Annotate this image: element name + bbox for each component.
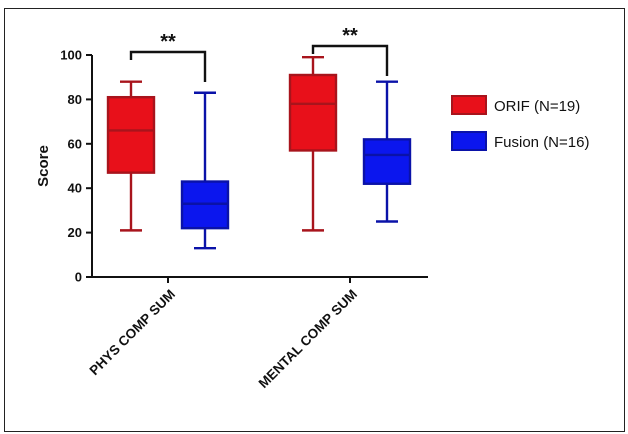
box-orif-1 (288, 56, 338, 232)
legend-label: ORIF (N=19) (494, 98, 580, 115)
box-fusion-1 (362, 80, 412, 223)
bracket-line (129, 50, 207, 82)
legend-swatch (451, 95, 487, 115)
significance-label: ** (160, 31, 176, 53)
y-tick-label: 40 (68, 181, 82, 196)
legend-item-fusion: Fusion (N=16) (451, 131, 589, 151)
y-tick-label: 20 (68, 225, 82, 240)
y-tick-label: 80 (68, 92, 82, 107)
legend-swatch (451, 131, 487, 151)
iqr-box (106, 95, 156, 174)
box-orif-0 (106, 80, 156, 232)
bracket-line (311, 44, 389, 76)
y-tick-label: 100 (60, 48, 82, 63)
legend-item-orif: ORIF (N=19) (451, 95, 580, 115)
legend-label: Fusion (N=16) (494, 134, 589, 151)
significance-label: ** (342, 25, 358, 47)
significance-bracket: ** (311, 25, 389, 76)
y-tick-label: 0 (75, 270, 82, 285)
x-tick-label: PHYS COMP SUM (87, 287, 179, 379)
iqr-box (362, 138, 412, 185)
plot-area: ** ** (106, 25, 412, 250)
y-tick-label: 60 (68, 136, 82, 151)
iqr-box (288, 73, 338, 152)
box-fusion-0 (180, 91, 230, 250)
y-axis-label: Score (35, 145, 52, 187)
x-tick-label: MENTAL COMP SUM (256, 287, 360, 391)
legend: ORIF (N=19) Fusion (N=16) (451, 95, 589, 151)
significance-bracket: ** (129, 31, 207, 82)
